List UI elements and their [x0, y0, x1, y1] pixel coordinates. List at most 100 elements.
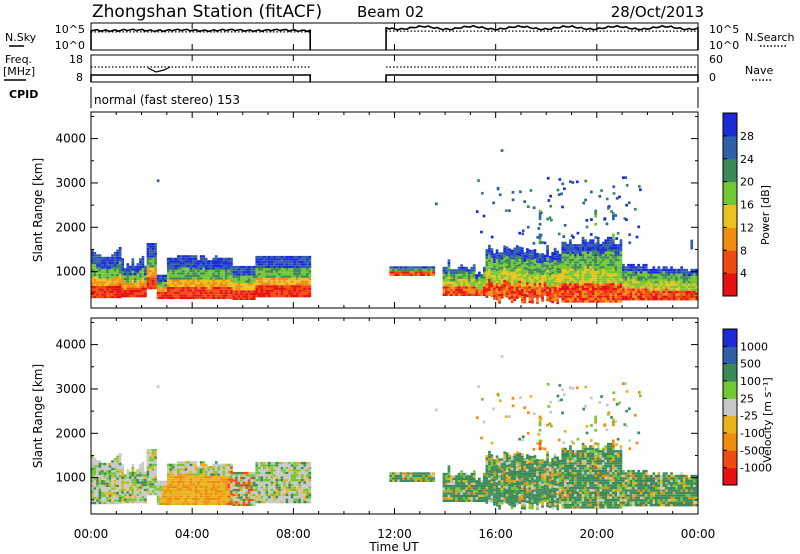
power-cell: [660, 278, 663, 281]
power-cell: [283, 285, 286, 288]
power-cell: [460, 291, 463, 294]
power-cell: [488, 254, 491, 257]
velocity-cell: [96, 460, 99, 463]
velocity-cell: [295, 481, 299, 484]
velocity-cell: [270, 466, 274, 470]
velocity-cell: [96, 462, 99, 466]
power-cell: [644, 263, 648, 267]
power-cell: [156, 286, 160, 290]
velocity-cell: [108, 494, 112, 497]
velocity-cell: [166, 471, 170, 474]
power-cell: [609, 249, 613, 252]
velocity-cell: [268, 493, 271, 496]
velocity-cell: [161, 500, 165, 503]
velocity-cell: [260, 471, 264, 475]
power-cell: [139, 268, 142, 271]
power-cell: [452, 283, 456, 287]
power-cell: [622, 176, 625, 179]
power-cell: [589, 297, 592, 301]
velocity-cell: [197, 468, 200, 471]
power-cell: [685, 283, 689, 286]
velocity-cell: [116, 487, 119, 490]
power-cell: [569, 244, 572, 247]
velocity-cell: [141, 476, 145, 479]
velocity-cell: [179, 478, 183, 481]
power-cell: [546, 250, 549, 253]
velocity-cell: [144, 500, 147, 504]
velocity-cell: [240, 503, 243, 506]
power-cell: [589, 278, 592, 281]
power-cell: [265, 285, 269, 288]
power-cell: [308, 260, 312, 264]
velocity-cell: [260, 486, 264, 489]
power-cell: [493, 285, 496, 288]
power-cell: [589, 263, 592, 267]
velocity-cell: [118, 457, 122, 461]
power-cell: [677, 290, 681, 294]
power-cell: [551, 293, 554, 296]
power-cell: [194, 286, 198, 290]
power-cell: [470, 266, 474, 270]
power-cell: [91, 283, 94, 286]
power-cell: [500, 281, 504, 284]
power-cell: [609, 283, 613, 286]
power-cell: [306, 290, 309, 293]
power-cell: [591, 256, 595, 259]
power-cell: [632, 288, 635, 291]
velocity-cell: [283, 481, 286, 484]
power-cell: [558, 288, 562, 291]
velocity-cell: [242, 471, 246, 475]
power-cell: [270, 260, 274, 264]
power-cell: [118, 286, 122, 289]
power-cell: [637, 290, 640, 294]
velocity-cell: [293, 476, 296, 479]
power-cell: [561, 182, 565, 186]
power-cell: [556, 292, 560, 295]
velocity-cell: [177, 466, 180, 469]
power-cell: [306, 265, 309, 269]
power-cell: [237, 273, 241, 276]
power-cell: [561, 246, 565, 249]
velocity-cell: [197, 480, 200, 484]
power-cell: [584, 261, 587, 264]
velocity-cell: [171, 471, 175, 474]
velocity-cell: [283, 469, 286, 472]
power-cell: [283, 260, 286, 264]
power-cell: [136, 280, 140, 283]
power-cell: [617, 261, 620, 264]
power-cell: [639, 273, 643, 276]
power-cell: [156, 274, 160, 278]
power-cell: [619, 285, 623, 288]
power-cell: [103, 273, 107, 277]
power-cell: [551, 252, 554, 255]
power-cell: [225, 286, 228, 290]
power-cell: [647, 285, 651, 289]
velocity-cell: [166, 488, 170, 491]
power-cell: [692, 283, 696, 286]
power-cell: [245, 287, 248, 291]
power-cell: [566, 263, 570, 267]
power-cell: [179, 294, 183, 297]
power-cell: [607, 297, 610, 301]
velocity-cell: [126, 479, 130, 482]
power-cell: [508, 297, 511, 300]
power-cell: [202, 272, 205, 275]
power-cell: [394, 268, 398, 272]
power-cell: [546, 284, 549, 287]
velocity-cell: [194, 502, 198, 506]
power-cell: [126, 287, 130, 290]
power-cell: [647, 298, 651, 301]
velocity-cell: [179, 461, 183, 464]
velocity-cell: [184, 492, 188, 496]
power-cell: [510, 254, 514, 257]
power-cell: [490, 250, 494, 254]
velocity-cell: [217, 463, 221, 467]
power-cell: [609, 275, 613, 279]
power-cell: [280, 294, 284, 298]
power-colorbar-block: [723, 135, 737, 160]
power-cell: [596, 297, 600, 301]
power-cell: [495, 254, 499, 257]
power-cell: [255, 255, 259, 259]
power-cell: [103, 271, 107, 274]
power-cell: [526, 287, 529, 290]
